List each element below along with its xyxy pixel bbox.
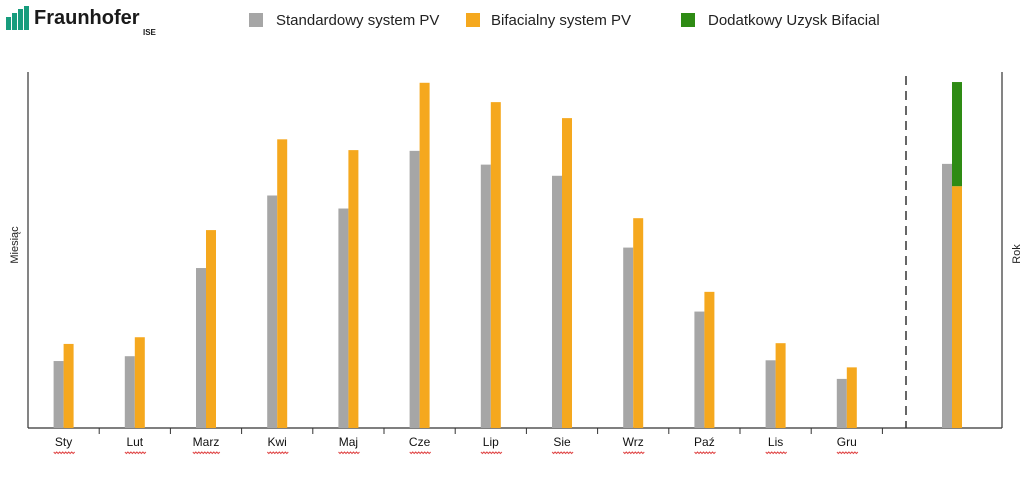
bar-bifacial-3 bbox=[277, 139, 288, 428]
legend: Standardowy system PV Bifacialny system … bbox=[249, 12, 880, 29]
spell-underline bbox=[765, 451, 788, 455]
x-tick-label: Kwi bbox=[268, 435, 287, 449]
y-axis-title-left: Miesiąc bbox=[9, 226, 21, 264]
legend-swatch-extra bbox=[681, 13, 695, 27]
bar-annual-standard bbox=[942, 163, 952, 428]
logo-name: Fraunhofer bbox=[34, 7, 140, 29]
fraunhofer-logo: Fraunhofer ISE bbox=[6, 6, 157, 37]
spell-underline bbox=[480, 451, 503, 455]
bar-standard-5 bbox=[409, 150, 420, 429]
x-tick-label: Marz bbox=[193, 435, 220, 449]
bar-bifacial-6 bbox=[490, 102, 501, 429]
bar-standard-3 bbox=[267, 195, 278, 428]
bar-standard-10 bbox=[765, 360, 776, 428]
legend-label-extra: Dodatkowy Uzysk Bifacial bbox=[708, 12, 880, 29]
spell-underline bbox=[551, 451, 574, 455]
spell-underline bbox=[338, 451, 360, 455]
bars-group bbox=[53, 82, 962, 429]
y-axis-title-right: Rok bbox=[1011, 244, 1023, 264]
legend-label-bifacial: Bifacialny system PV bbox=[491, 12, 631, 29]
legend-swatch-bifacial bbox=[466, 13, 480, 27]
x-tick-label: Maj bbox=[339, 435, 358, 449]
bar-annual-bifacial bbox=[952, 186, 962, 428]
bar-bifacial-4 bbox=[348, 150, 359, 428]
bar-standard-7 bbox=[552, 175, 562, 428]
fraunhofer-logo-mark bbox=[6, 6, 29, 30]
bar-standard-2 bbox=[196, 268, 206, 428]
bar-bifacial-5 bbox=[419, 82, 430, 428]
bar-annual-extra bbox=[952, 82, 962, 187]
spell-underline bbox=[836, 451, 859, 455]
spell-underline bbox=[53, 451, 76, 455]
bar-standard-8 bbox=[623, 247, 634, 428]
bar-bifacial-2 bbox=[206, 230, 216, 428]
bar-standard-1 bbox=[124, 356, 135, 428]
ticks-group bbox=[98, 428, 883, 434]
bar-bifacial-7 bbox=[562, 118, 572, 429]
x-tick-label: Cze bbox=[409, 435, 431, 449]
spell-underline bbox=[266, 451, 289, 455]
legend-label-standard: Standardowy system PV bbox=[276, 12, 439, 29]
legend-swatch-standard bbox=[249, 13, 263, 27]
bar-standard-11 bbox=[836, 378, 847, 428]
x-tick-label: Wrz bbox=[623, 435, 644, 449]
spell-underline bbox=[622, 451, 645, 455]
bar-standard-0 bbox=[53, 361, 64, 428]
x-tick-label: Gru bbox=[837, 435, 857, 449]
x-tick-label: Lut bbox=[126, 435, 143, 449]
x-tick-label: Lip bbox=[483, 435, 499, 449]
bar-standard-4 bbox=[338, 208, 349, 428]
bar-bifacial-1 bbox=[134, 337, 145, 428]
bar-bifacial-8 bbox=[633, 218, 644, 428]
bar-bifacial-11 bbox=[846, 367, 857, 428]
bar-standard-6 bbox=[480, 164, 491, 428]
bar-bifacial-0 bbox=[63, 343, 74, 428]
bar-bifacial-9 bbox=[704, 291, 715, 428]
bar-bifacial-10 bbox=[775, 343, 786, 428]
x-tick-label: Lis bbox=[768, 435, 783, 449]
logo-sub: ISE bbox=[143, 28, 157, 37]
bar-standard-9 bbox=[694, 311, 705, 428]
spell-underline bbox=[694, 451, 716, 455]
spell-underline bbox=[124, 451, 147, 455]
x-tick-label: Sty bbox=[55, 435, 72, 449]
spell-underline bbox=[409, 451, 432, 455]
x-tick-label: Sie bbox=[553, 435, 571, 449]
x-tick-label: Paź bbox=[694, 435, 715, 449]
spell-underline bbox=[192, 451, 221, 455]
tick-labels-group: Sty Lut Marz Kwi Maj Cze Lip Sie Wrz Paź Lis Gru bbox=[53, 435, 859, 455]
